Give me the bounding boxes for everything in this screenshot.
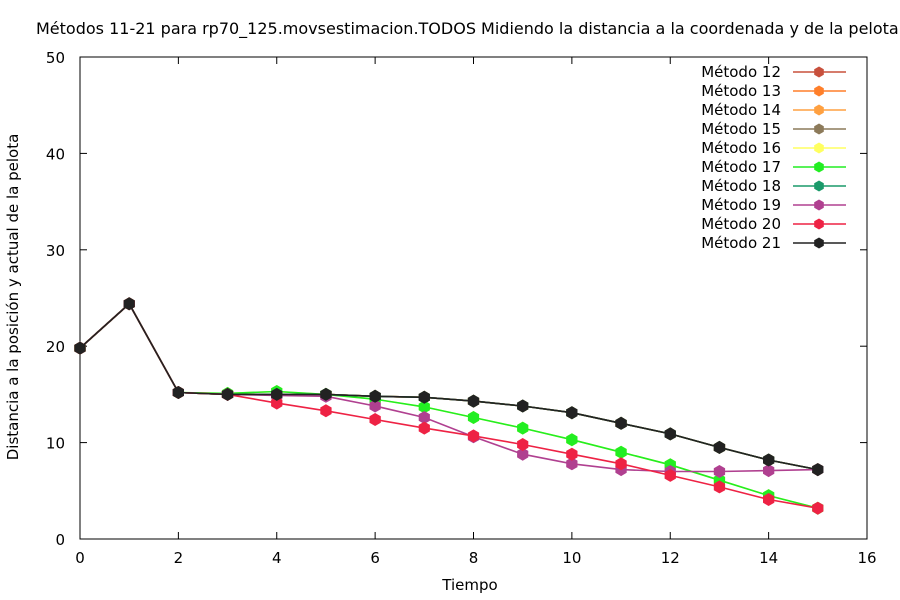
- series-line: [79, 302, 818, 509]
- data-point: [763, 464, 775, 478]
- data-point: [615, 457, 627, 471]
- legend-swatch-marker: [814, 161, 824, 173]
- data-point: [615, 445, 627, 459]
- y-axis-label: Distancia a la posición y actual de la p…: [4, 134, 22, 461]
- legend-label: Método 20: [701, 215, 781, 233]
- data-point: [418, 411, 430, 424]
- y-tick-label: 40: [46, 145, 65, 163]
- legend-swatch-marker: [814, 199, 824, 211]
- y-tick-label: 10: [46, 435, 65, 453]
- data-point: [517, 447, 529, 461]
- series-line: [79, 302, 818, 509]
- legend-label: Método 17: [701, 158, 781, 176]
- legend-swatch-marker: [814, 237, 824, 249]
- x-tick-label: 4: [272, 549, 282, 567]
- data-point: [763, 453, 775, 467]
- series-line: [79, 302, 818, 473]
- x-tick-label: 8: [469, 549, 479, 567]
- series-9: [74, 297, 824, 515]
- data-point: [271, 396, 283, 410]
- data-point: [566, 447, 578, 461]
- data-point: [517, 399, 529, 413]
- data-point: [615, 416, 627, 430]
- data-point: [74, 341, 86, 355]
- x-tick-label: 10: [562, 549, 581, 567]
- data-point: [418, 421, 430, 435]
- y-tick-label: 20: [46, 338, 65, 356]
- data-point: [812, 501, 824, 515]
- data-point: [517, 438, 529, 451]
- data-point: [418, 390, 430, 404]
- x-tick-label: 16: [857, 549, 876, 567]
- series-line: [79, 302, 818, 509]
- legend-label: Método 13: [701, 82, 781, 100]
- data-point: [467, 394, 480, 408]
- data-point: [369, 389, 381, 403]
- legend-swatch-marker: [814, 66, 824, 78]
- data-point: [812, 463, 824, 477]
- axis-ticks: 0 2 4 6 8 10 12 14 16 0 10 20 30 40 50: [46, 49, 877, 567]
- series-5: [74, 297, 824, 515]
- legend-label: Método 19: [701, 196, 781, 214]
- x-tick-label: 12: [661, 549, 680, 567]
- data-point: [123, 297, 135, 311]
- data-point: [320, 404, 332, 418]
- y-tick-label: 30: [46, 242, 65, 260]
- x-tick-label: 6: [370, 549, 380, 567]
- series-layer: [74, 297, 824, 515]
- legend-label: Método 14: [701, 101, 781, 119]
- data-point: [467, 411, 480, 424]
- series-4: [74, 297, 824, 477]
- legend-label: Método 21: [701, 234, 781, 252]
- series-8: [74, 297, 824, 478]
- x-tick-label: 0: [75, 549, 85, 567]
- legend-swatch-marker: [814, 123, 824, 135]
- series-10: [74, 297, 824, 477]
- x-tick-label: 14: [759, 549, 778, 567]
- data-point: [566, 406, 578, 420]
- data-point: [664, 468, 676, 482]
- data-point: [566, 433, 578, 447]
- data-point: [271, 387, 283, 401]
- data-point: [418, 400, 430, 414]
- series-7: [74, 297, 824, 477]
- chart-title: Métodos 11-21 para rp70_125.movsestimaci…: [36, 19, 899, 39]
- legend-swatch-marker: [814, 142, 824, 154]
- y-tick-label: 0: [55, 531, 65, 549]
- series-6: [74, 297, 824, 515]
- legend-swatch-marker: [814, 180, 824, 192]
- data-point: [763, 493, 775, 506]
- legend-label: Método 16: [701, 139, 781, 157]
- data-point: [467, 429, 480, 443]
- data-point: [566, 457, 578, 471]
- series-line: [79, 302, 818, 471]
- y-tick-label: 50: [46, 49, 65, 67]
- data-point: [713, 480, 726, 494]
- data-point: [320, 387, 332, 401]
- x-axis-label: Tiempo: [441, 576, 497, 594]
- data-point: [517, 421, 529, 435]
- data-point: [172, 386, 184, 399]
- data-point: [664, 427, 676, 441]
- data-point: [369, 399, 381, 413]
- legend-swatch-marker: [814, 218, 824, 230]
- data-point: [221, 387, 234, 401]
- data-point: [713, 465, 726, 478]
- series-1: [74, 297, 824, 477]
- data-point: [713, 440, 726, 454]
- legend-label: Método 15: [701, 120, 781, 138]
- x-tick-label: 2: [174, 549, 184, 567]
- series-3: [74, 297, 824, 477]
- data-point: [369, 413, 381, 426]
- legend-swatch-marker: [814, 104, 824, 116]
- legend-swatch-marker: [814, 85, 824, 97]
- legend-label: Método 12: [701, 63, 781, 81]
- series-2: [74, 297, 824, 477]
- legend-label: Método 18: [701, 177, 781, 195]
